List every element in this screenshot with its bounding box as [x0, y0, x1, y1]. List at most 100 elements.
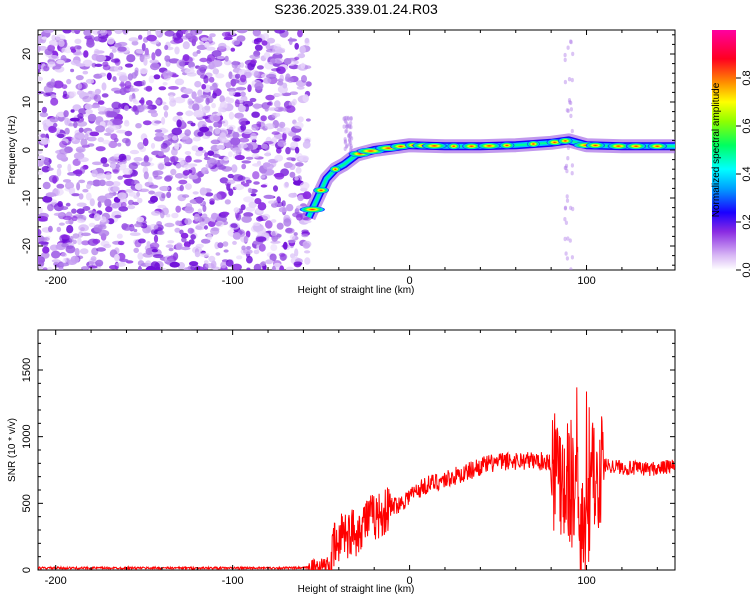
noise-speckle	[184, 206, 195, 214]
noise-speckle	[64, 117, 70, 126]
noise-speckle	[285, 227, 295, 234]
noise-speckle	[207, 150, 215, 156]
noise-speckle	[193, 213, 200, 222]
noise-speckle	[288, 37, 293, 46]
noise-speckle	[82, 95, 92, 103]
noise-speckle	[72, 239, 77, 245]
noise-speckle	[251, 111, 260, 118]
noise-speckle	[48, 55, 59, 60]
noise-speckle	[56, 152, 67, 161]
noise-speckle	[255, 37, 263, 43]
noise-speckle	[284, 181, 289, 188]
noise-speckle	[260, 115, 267, 122]
noise-speckle	[41, 36, 47, 40]
noise-speckle	[148, 199, 156, 204]
noise-speckle	[93, 224, 103, 233]
noise-speckle	[137, 252, 144, 260]
noise-speckle	[180, 232, 189, 239]
noise-speckle	[128, 191, 136, 197]
noise-speckle	[80, 232, 91, 237]
noise-speckle	[240, 91, 246, 97]
noise-speckle	[95, 259, 104, 267]
noise-speckle	[113, 137, 119, 143]
noise-speckle	[38, 149, 43, 155]
noise-speckle	[56, 183, 65, 189]
noise-speckle	[269, 58, 278, 64]
noise-speckle	[78, 108, 87, 115]
noise-speckle	[112, 76, 117, 82]
noise-speckle	[90, 104, 101, 109]
spike-speckle	[566, 156, 570, 161]
noise-speckle	[232, 240, 237, 245]
noise-speckle	[71, 193, 80, 197]
spike-speckle	[348, 134, 353, 139]
spike-speckle	[566, 45, 570, 50]
noise-speckle	[94, 88, 101, 95]
noise-speckle	[127, 73, 134, 81]
noise-speckle	[89, 198, 95, 207]
noise-speckle	[118, 75, 128, 82]
noise-speckle	[197, 89, 203, 97]
noise-speckle	[67, 163, 72, 172]
noise-speckle	[278, 123, 283, 128]
spike-speckle	[347, 134, 351, 139]
noise-speckle	[155, 99, 161, 105]
spike-speckle	[568, 238, 572, 243]
noise-speckle	[77, 237, 82, 245]
noise-speckle	[74, 45, 82, 50]
noise-speckle	[72, 52, 84, 56]
noise-speckle	[44, 48, 53, 56]
noise-speckle	[251, 153, 260, 159]
noise-speckle	[78, 231, 84, 238]
noise-speckle	[133, 247, 139, 253]
noise-speckle	[294, 42, 300, 50]
noise-speckle	[241, 163, 247, 170]
noise-speckle	[174, 46, 180, 55]
colorbar: 0.0 0.2 0.4 0.6 0.8 Normalized spectral ampl…	[711, 30, 750, 278]
noise-speckle	[67, 123, 75, 127]
noise-speckle	[219, 95, 225, 103]
noise-speckle	[201, 167, 209, 175]
noise-speckle	[301, 75, 307, 83]
noise-speckle	[165, 174, 174, 180]
spike-speckle	[563, 205, 568, 210]
noise-speckle	[117, 142, 122, 147]
noise-speckle	[183, 88, 193, 95]
noise-speckle	[137, 260, 145, 267]
noise-speckle	[261, 213, 271, 220]
noise-speckle	[103, 243, 112, 249]
noise-speckle	[71, 136, 76, 142]
noise-speckle	[231, 60, 238, 69]
noise-speckle	[73, 121, 78, 129]
noise-speckle	[205, 97, 210, 106]
noise-speckle	[285, 266, 294, 270]
snr-x-label: Height of straight line (km)	[298, 584, 415, 595]
spike-speckle	[569, 100, 573, 106]
ridge-hotspot	[585, 142, 605, 149]
noise-speckle	[65, 220, 70, 225]
noise-speckle	[70, 48, 77, 53]
noise-speckle	[199, 126, 210, 133]
x-tick-label: 100	[577, 275, 595, 287]
noise-speckle	[181, 136, 191, 144]
spike-speckle	[565, 256, 570, 261]
noise-speckle	[124, 80, 132, 89]
noise-speckle	[215, 220, 225, 228]
ridge-hotspot	[421, 142, 447, 150]
noise-speckle	[247, 187, 253, 193]
noise-speckle	[265, 220, 273, 229]
noise-speckle	[249, 97, 257, 103]
noise-speckle	[204, 131, 213, 137]
noise-speckle	[303, 217, 312, 221]
noise-speckle	[206, 233, 213, 241]
noise-speckle	[148, 75, 155, 84]
noise-speckle	[281, 127, 291, 134]
snr-panel: -200 -100 0 100 0 500 1000 1500 Height of stra…	[7, 329, 676, 595]
noise-speckle	[185, 183, 192, 190]
noise-speckle	[231, 263, 242, 270]
noise-speckle	[166, 191, 172, 199]
noise-speckle	[302, 191, 312, 200]
noise-speckle	[236, 30, 248, 34]
spike-speckle	[563, 57, 567, 63]
noise-speckle	[225, 96, 231, 103]
